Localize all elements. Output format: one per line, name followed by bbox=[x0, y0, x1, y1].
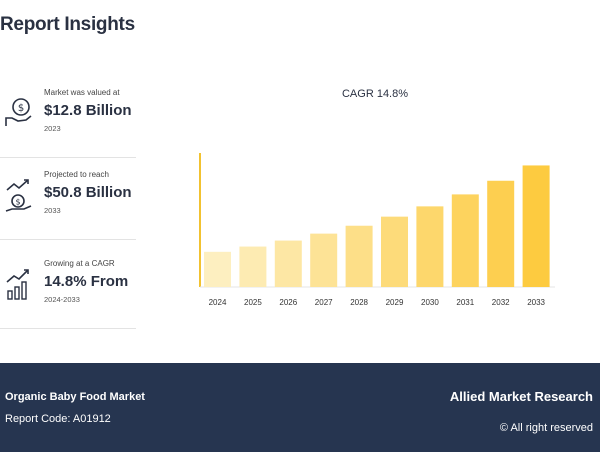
stat-value: $12.8 Billion bbox=[44, 102, 132, 119]
stat-value: $50.8 Billion bbox=[44, 184, 132, 201]
x-tick-label-2026: 2026 bbox=[279, 298, 297, 307]
stat-label: Market was valued at bbox=[44, 88, 120, 97]
x-tick-label-2031: 2031 bbox=[456, 298, 474, 307]
x-tick-label-2024: 2024 bbox=[209, 298, 227, 307]
x-tick-label-2029: 2029 bbox=[386, 298, 404, 307]
bar-2029 bbox=[381, 216, 408, 287]
x-tick-label-2027: 2027 bbox=[315, 298, 333, 307]
bar-chart: 2024 2025 2026 2027 2028 2029 2030 2031 2032 2033 bbox=[199, 153, 555, 307]
bar-2031 bbox=[451, 194, 479, 287]
x-tick-label-2030: 2030 bbox=[421, 298, 439, 307]
bar-trend-icon bbox=[6, 269, 29, 300]
footer-brand: Allied Market Research bbox=[449, 389, 593, 404]
x-tick-label-2025: 2025 bbox=[244, 298, 262, 307]
bar-2030 bbox=[416, 206, 444, 287]
page-title: Report Insights bbox=[0, 14, 135, 35]
stat-projected-value: $ Projected to reach $50.8 Billion 2033 bbox=[0, 160, 136, 240]
growth-coins-icon: $ bbox=[5, 179, 32, 212]
stat-year: 2033 bbox=[44, 206, 61, 215]
bar-2027 bbox=[310, 233, 338, 287]
stat-value: 14.8% From bbox=[44, 273, 129, 290]
x-tick-label-2033: 2033 bbox=[527, 298, 545, 307]
bar-2028 bbox=[345, 225, 373, 287]
footer: Organic Baby Food Market Report Code: A0… bbox=[0, 363, 600, 452]
bar-2025 bbox=[239, 246, 267, 287]
stat-market-value: $ Market was valued at $12.8 Billion 202… bbox=[0, 78, 136, 158]
stat-year: 2024-2033 bbox=[44, 295, 80, 304]
stat-label: Growing at a CAGR bbox=[44, 259, 115, 268]
footer-rights: © All right reserved bbox=[499, 422, 593, 434]
stat-label: Projected to reach bbox=[44, 170, 109, 179]
x-tick-label-2032: 2032 bbox=[492, 298, 510, 307]
bar-2026 bbox=[274, 240, 302, 287]
bar-2024 bbox=[204, 251, 231, 287]
footer-report-code: Report Code: A01912 bbox=[5, 413, 111, 425]
stat-cagr: Growing at a CAGR 14.8% From 2024-2033 bbox=[0, 249, 136, 329]
svg-text:$: $ bbox=[15, 198, 20, 207]
footer-market-name: Organic Baby Food Market bbox=[5, 391, 145, 403]
x-tick-label-2028: 2028 bbox=[350, 298, 368, 307]
bar-2033 bbox=[522, 165, 550, 287]
money-hand-icon: $ bbox=[5, 98, 32, 126]
stat-year: 2023 bbox=[44, 124, 61, 133]
chart-title: CAGR 14.8% bbox=[341, 88, 409, 100]
svg-text:$: $ bbox=[18, 103, 24, 114]
bar-2032 bbox=[487, 180, 515, 287]
